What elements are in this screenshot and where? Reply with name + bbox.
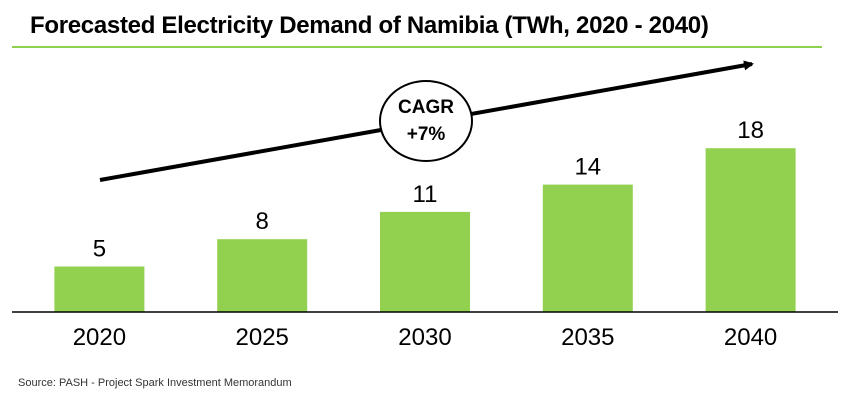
value-label-2035: 14 (574, 154, 601, 181)
labels-layer: 5 2020 8 2025 11 2030 14 2035 18 2040 (73, 117, 778, 351)
bar-2035 (542, 184, 633, 312)
title-divider (12, 46, 822, 48)
value-label-2020: 5 (93, 236, 106, 263)
cagr-circle (379, 80, 473, 162)
value-label-2025: 8 (256, 208, 269, 235)
source-note: Source: PASH - Project Spark Investment … (18, 377, 292, 389)
bar-2020 (54, 266, 145, 312)
x-tick-label-2035: 2035 (561, 324, 614, 351)
value-label-2040: 18 (737, 117, 764, 144)
chart-title: Forecasted Electricity Demand of Namibia… (30, 12, 709, 39)
cagr-badge: CAGR +7% (379, 80, 473, 162)
x-tick-label-2025: 2025 (236, 324, 289, 351)
bars-layer (54, 148, 796, 312)
cagr-label: CAGR (398, 97, 454, 118)
cagr-value: +7% (407, 124, 446, 145)
x-tick-label-2020: 2020 (73, 324, 126, 351)
x-tick-label-2040: 2040 (724, 324, 777, 351)
value-label-2030: 11 (413, 181, 438, 208)
bar-2025 (217, 239, 308, 312)
bar-2040 (705, 148, 796, 312)
x-tick-label-2030: 2030 (398, 324, 451, 351)
bar-2030 (380, 211, 470, 312)
